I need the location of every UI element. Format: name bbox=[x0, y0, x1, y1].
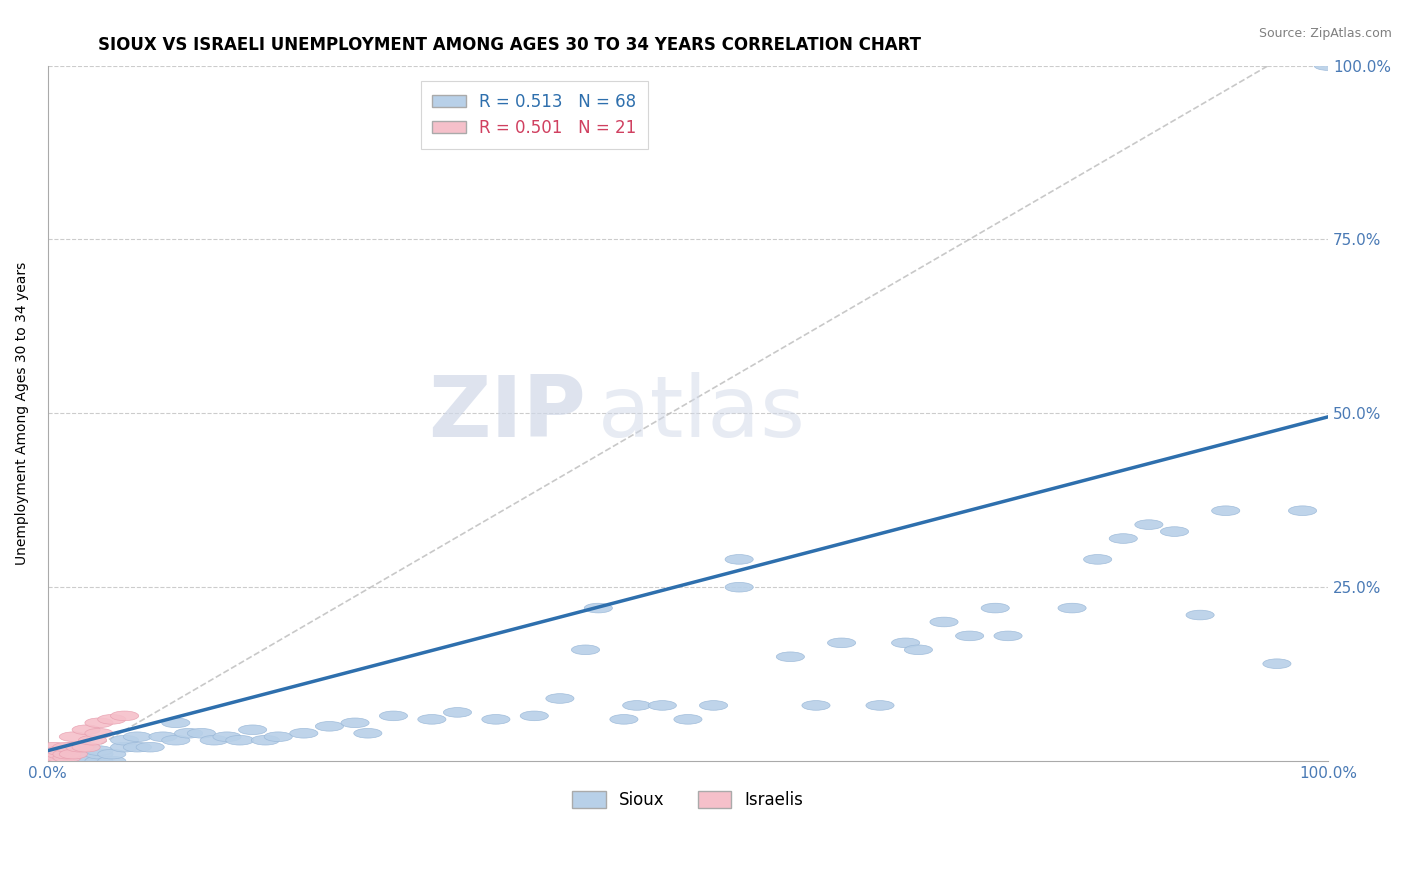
Ellipse shape bbox=[124, 742, 152, 752]
Ellipse shape bbox=[39, 756, 69, 766]
Ellipse shape bbox=[84, 718, 112, 728]
Ellipse shape bbox=[482, 714, 510, 724]
Ellipse shape bbox=[956, 631, 984, 640]
Ellipse shape bbox=[380, 711, 408, 721]
Ellipse shape bbox=[699, 700, 728, 710]
Text: ZIP: ZIP bbox=[427, 372, 585, 455]
Ellipse shape bbox=[866, 700, 894, 710]
Ellipse shape bbox=[1263, 659, 1291, 668]
Ellipse shape bbox=[59, 753, 87, 763]
Ellipse shape bbox=[84, 729, 112, 738]
Ellipse shape bbox=[252, 735, 280, 745]
Ellipse shape bbox=[1212, 506, 1240, 516]
Ellipse shape bbox=[1109, 533, 1137, 543]
Ellipse shape bbox=[212, 732, 240, 741]
Ellipse shape bbox=[59, 749, 87, 759]
Ellipse shape bbox=[648, 700, 676, 710]
Ellipse shape bbox=[162, 718, 190, 728]
Ellipse shape bbox=[84, 749, 112, 759]
Ellipse shape bbox=[72, 742, 100, 752]
Ellipse shape bbox=[828, 638, 856, 648]
Ellipse shape bbox=[84, 746, 112, 756]
Ellipse shape bbox=[1135, 520, 1163, 530]
Ellipse shape bbox=[46, 746, 75, 756]
Ellipse shape bbox=[418, 714, 446, 724]
Ellipse shape bbox=[59, 756, 87, 766]
Ellipse shape bbox=[59, 742, 87, 752]
Ellipse shape bbox=[443, 707, 471, 717]
Ellipse shape bbox=[59, 749, 87, 759]
Ellipse shape bbox=[97, 749, 127, 759]
Ellipse shape bbox=[623, 700, 651, 710]
Ellipse shape bbox=[111, 735, 139, 745]
Ellipse shape bbox=[725, 582, 754, 592]
Ellipse shape bbox=[801, 700, 830, 710]
Ellipse shape bbox=[994, 631, 1022, 640]
Ellipse shape bbox=[72, 756, 100, 766]
Ellipse shape bbox=[200, 735, 228, 745]
Ellipse shape bbox=[72, 725, 100, 735]
Ellipse shape bbox=[46, 756, 75, 766]
Ellipse shape bbox=[53, 753, 82, 763]
Ellipse shape bbox=[226, 735, 254, 745]
Ellipse shape bbox=[239, 725, 267, 735]
Ellipse shape bbox=[264, 732, 292, 741]
Ellipse shape bbox=[981, 603, 1010, 613]
Ellipse shape bbox=[1057, 603, 1087, 613]
Ellipse shape bbox=[342, 718, 370, 728]
Ellipse shape bbox=[290, 729, 318, 738]
Ellipse shape bbox=[46, 756, 75, 766]
Ellipse shape bbox=[1160, 527, 1188, 536]
Text: Source: ZipAtlas.com: Source: ZipAtlas.com bbox=[1258, 27, 1392, 40]
Ellipse shape bbox=[1187, 610, 1215, 620]
Ellipse shape bbox=[162, 735, 190, 745]
Ellipse shape bbox=[187, 729, 215, 738]
Ellipse shape bbox=[46, 753, 75, 763]
Ellipse shape bbox=[39, 753, 69, 763]
Ellipse shape bbox=[354, 729, 382, 738]
Ellipse shape bbox=[904, 645, 932, 655]
Ellipse shape bbox=[79, 735, 107, 745]
Ellipse shape bbox=[39, 749, 69, 759]
Ellipse shape bbox=[46, 749, 75, 759]
Ellipse shape bbox=[111, 711, 139, 721]
Ellipse shape bbox=[149, 732, 177, 741]
Ellipse shape bbox=[315, 722, 343, 731]
Ellipse shape bbox=[72, 753, 100, 763]
Ellipse shape bbox=[174, 729, 202, 738]
Ellipse shape bbox=[891, 638, 920, 648]
Ellipse shape bbox=[46, 749, 75, 759]
Ellipse shape bbox=[1084, 555, 1112, 565]
Ellipse shape bbox=[97, 714, 127, 724]
Ellipse shape bbox=[1315, 61, 1343, 70]
Ellipse shape bbox=[571, 645, 599, 655]
Ellipse shape bbox=[124, 732, 152, 741]
Ellipse shape bbox=[546, 694, 574, 703]
Ellipse shape bbox=[1288, 506, 1316, 516]
Ellipse shape bbox=[53, 749, 82, 759]
Ellipse shape bbox=[53, 742, 82, 752]
Ellipse shape bbox=[585, 603, 613, 613]
Y-axis label: Unemployment Among Ages 30 to 34 years: Unemployment Among Ages 30 to 34 years bbox=[15, 261, 30, 565]
Ellipse shape bbox=[136, 742, 165, 752]
Ellipse shape bbox=[725, 555, 754, 565]
Ellipse shape bbox=[929, 617, 957, 627]
Ellipse shape bbox=[84, 756, 112, 766]
Ellipse shape bbox=[111, 742, 139, 752]
Ellipse shape bbox=[97, 756, 127, 766]
Ellipse shape bbox=[66, 742, 94, 752]
Ellipse shape bbox=[59, 732, 87, 741]
Text: atlas: atlas bbox=[599, 372, 806, 455]
Ellipse shape bbox=[673, 714, 702, 724]
Legend: Sioux, Israelis: Sioux, Israelis bbox=[565, 784, 810, 815]
Ellipse shape bbox=[610, 714, 638, 724]
Text: SIOUX VS ISRAELI UNEMPLOYMENT AMONG AGES 30 TO 34 YEARS CORRELATION CHART: SIOUX VS ISRAELI UNEMPLOYMENT AMONG AGES… bbox=[98, 36, 921, 54]
Ellipse shape bbox=[39, 742, 69, 752]
Ellipse shape bbox=[520, 711, 548, 721]
Ellipse shape bbox=[776, 652, 804, 662]
